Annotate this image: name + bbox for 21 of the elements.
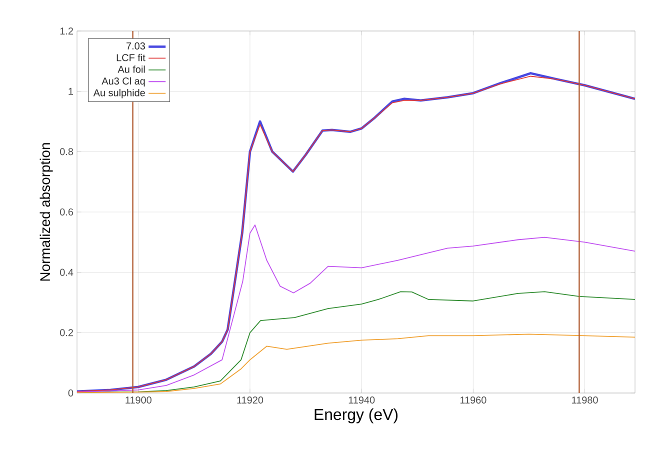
legend-label: LCF fit: [116, 54, 146, 62]
x-tick-label: 11960: [460, 396, 486, 404]
x-tick-label: 11940: [348, 396, 375, 404]
x-axis-title: Energy (eV): [314, 408, 398, 424]
x-tick-label: 11920: [237, 396, 264, 404]
y-tick-label: 0.2: [60, 329, 73, 336]
legend-label: 7.03: [126, 42, 145, 50]
y-tick-label: 1.2: [60, 28, 73, 34]
y-axis-title: Normalized absorption: [40, 143, 53, 281]
y-tick-label: 0.4: [60, 268, 74, 276]
line-series: [77, 224, 636, 393]
y-tick-label: 0: [68, 389, 74, 397]
y-tick-label: 1: [68, 88, 73, 95]
y-tick-label: 0.6: [60, 208, 74, 216]
x-tick-label: 11900: [126, 396, 152, 404]
line-series: [77, 334, 636, 393]
legend-label: Au foil: [118, 66, 145, 73]
y-tick-label: 0.8: [60, 148, 74, 156]
legend-label: Au sulphide: [93, 88, 145, 98]
legend-label: Au3 Cl aq: [102, 77, 145, 87]
x-tick-label: 11980: [572, 396, 598, 404]
